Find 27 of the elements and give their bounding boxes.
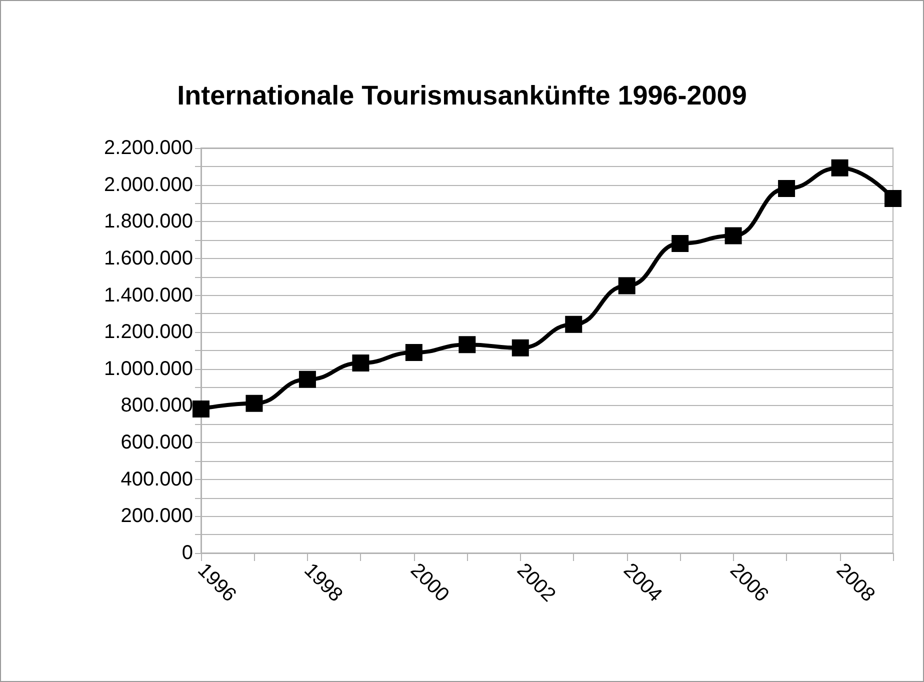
y-tick-label: 1.600.000 [104, 247, 193, 270]
point [298, 370, 316, 388]
point [778, 180, 796, 197]
y-tick-label: 1.400.000 [104, 284, 193, 306]
y-tick-label: 0 [182, 542, 193, 564]
text: 200.000 [120, 505, 193, 528]
y-tick-label: 2.200.000 [104, 137, 193, 159]
y-tick-label: 1.200.000 [104, 321, 193, 344]
point [672, 235, 689, 252]
y-tick-label: 400.000 [120, 468, 193, 490]
point [724, 227, 742, 244]
point [458, 336, 476, 354]
point [512, 339, 529, 356]
point [884, 190, 902, 207]
point [246, 394, 263, 412]
point [831, 159, 848, 176]
point [192, 400, 210, 418]
y-tick-label: 800.000 [120, 394, 193, 417]
y-tick-label: 2.000.000 [104, 174, 193, 196]
point [618, 277, 636, 294]
point [565, 316, 582, 333]
point [405, 344, 422, 362]
y-tick-label: 600.000 [120, 432, 193, 454]
y-tick-label: 1.000.000 [104, 358, 193, 380]
point [352, 354, 370, 372]
chart-title: Internationale Tourismusankünfte 1996-2009 [177, 80, 747, 110]
y-tick-label: 1.800.000 [104, 210, 193, 233]
